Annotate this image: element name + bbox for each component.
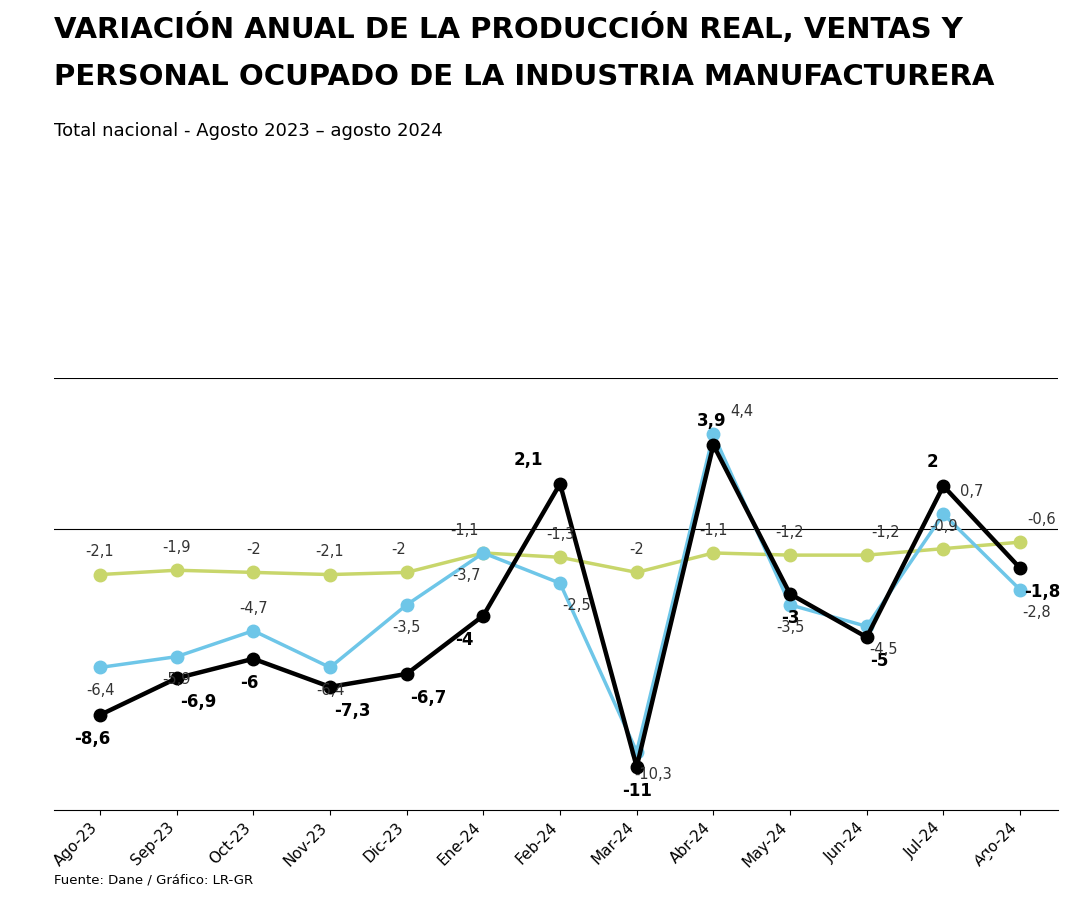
Text: -1,8: -1,8 xyxy=(1024,583,1061,601)
Text: -5: -5 xyxy=(870,652,889,670)
Text: -7,3: -7,3 xyxy=(334,702,370,720)
Text: -0,9: -0,9 xyxy=(929,518,958,534)
Text: -8,6: -8,6 xyxy=(75,730,110,748)
Text: -2: -2 xyxy=(630,543,644,557)
Text: Fuente: Dane / Gráfico: LR-GR: Fuente: Dane / Gráfico: LR-GR xyxy=(54,874,253,886)
Text: -3,5: -3,5 xyxy=(392,620,421,634)
Text: -6,4: -6,4 xyxy=(315,682,345,698)
Text: PERSONAL OCUPADO DE LA INDUSTRIA MANUFACTURERA: PERSONAL OCUPADO DE LA INDUSTRIA MANUFAC… xyxy=(54,63,995,91)
Text: 0,7: 0,7 xyxy=(960,484,984,499)
Text: 4,4: 4,4 xyxy=(730,404,754,419)
Text: -11: -11 xyxy=(622,782,651,800)
Text: -6,9: -6,9 xyxy=(180,693,217,711)
Text: -4,7: -4,7 xyxy=(239,600,268,616)
Text: -2: -2 xyxy=(392,543,406,557)
Text: -1,2: -1,2 xyxy=(872,525,901,540)
Text: LR: LR xyxy=(969,852,1002,877)
Text: -4,5: -4,5 xyxy=(869,642,897,656)
Text: VARIACIÓN ANUAL DE LA PRODUCCIÓN REAL, VENTAS Y: VARIACIÓN ANUAL DE LA PRODUCCIÓN REAL, V… xyxy=(54,14,962,44)
Text: -10,3: -10,3 xyxy=(635,767,673,782)
Text: -2,8: -2,8 xyxy=(1023,605,1051,620)
Text: -1,1: -1,1 xyxy=(450,523,478,538)
Text: -5,9: -5,9 xyxy=(162,671,191,687)
Text: -4: -4 xyxy=(455,631,473,649)
Text: -2: -2 xyxy=(246,543,260,557)
Text: -6,4: -6,4 xyxy=(85,682,114,698)
Text: Total nacional - Agosto 2023 – agosto 2024: Total nacional - Agosto 2023 – agosto 20… xyxy=(54,122,443,140)
Text: 3,9: 3,9 xyxy=(697,412,726,430)
Text: -2,1: -2,1 xyxy=(85,544,114,560)
Text: -1,2: -1,2 xyxy=(775,525,805,540)
Text: 2: 2 xyxy=(927,453,939,471)
Text: -6,7: -6,7 xyxy=(410,689,447,707)
Text: 2,1: 2,1 xyxy=(514,451,543,469)
Text: -3: -3 xyxy=(781,609,799,627)
Text: -3,7: -3,7 xyxy=(453,568,481,583)
Text: -1,1: -1,1 xyxy=(699,523,728,538)
Text: -2,1: -2,1 xyxy=(315,544,345,560)
Text: -1,9: -1,9 xyxy=(162,540,191,555)
Text: -2,5: -2,5 xyxy=(563,598,591,613)
Text: -1,3: -1,3 xyxy=(545,527,575,542)
Text: -0,6: -0,6 xyxy=(1027,512,1056,527)
Text: -3,5: -3,5 xyxy=(775,620,805,634)
Text: -6: -6 xyxy=(241,674,259,692)
